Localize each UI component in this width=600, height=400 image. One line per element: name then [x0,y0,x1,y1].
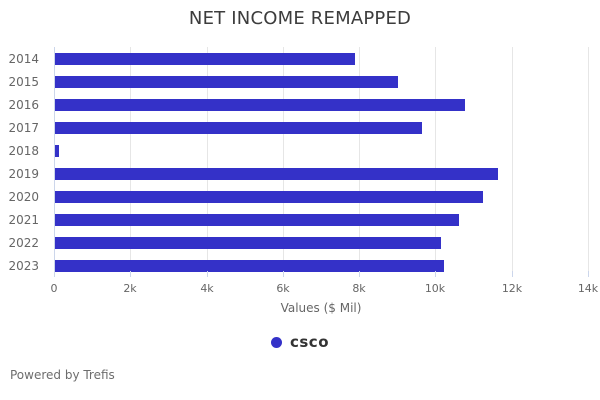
x-axis-label: 2k [123,282,137,295]
x-axis-label: 6k [276,282,290,295]
chart-title: NET INCOME REMAPPED [188,8,412,29]
powered-by-trefis-text: Powered by Trefis [10,368,115,382]
gridline [512,47,513,277]
y-axis-label: 2016 [8,98,39,112]
tick-mark [359,271,360,277]
y-axis-label: 2020 [8,190,39,204]
tick-mark [283,271,284,277]
y-axis-label: 2014 [8,52,39,66]
bar-2015[interactable] [55,76,398,88]
tick-mark [588,271,589,277]
plot-area [54,47,589,277]
gridline [359,47,360,277]
x-axis-label: 14k [577,282,599,295]
bar-2023[interactable] [55,260,444,272]
bar-2022[interactable] [55,237,441,249]
y-axis-line [54,47,55,277]
gridline [130,47,131,277]
y-axis-label: 2023 [8,259,39,273]
y-axis-label: 2022 [8,236,39,250]
legend-label: csco [289,333,330,351]
bar-2014[interactable] [55,53,355,65]
legend-item-csco[interactable]: csco [0,333,600,351]
tick-mark [435,271,436,277]
x-axis-label: 4k [200,282,214,295]
gridline [588,47,589,277]
tick-mark [512,271,513,277]
tick-mark [54,271,55,277]
bar-2020[interactable] [55,191,483,203]
bar-2017[interactable] [55,122,422,134]
gridline [283,47,284,277]
x-axis-label: 0 [50,282,58,295]
y-axis-label: 2021 [8,213,39,227]
bar-2016[interactable] [55,99,465,111]
y-axis-label: 2017 [8,121,39,135]
y-axis-label: 2018 [8,144,39,158]
gridline [207,47,208,277]
y-axis-label: 2015 [8,75,39,89]
bar-2021[interactable] [55,214,459,226]
x-axis-title: Values ($ Mil) [280,301,362,315]
tick-mark [130,271,131,277]
gridline [435,47,436,277]
bar-2018[interactable] [55,145,59,157]
x-axis-label: 12k [501,282,523,295]
x-axis-label: 10k [424,282,446,295]
x-axis-label: 8k [352,282,366,295]
tick-mark [207,271,208,277]
legend-marker-icon [270,336,282,348]
bar-2019[interactable] [55,168,498,180]
y-axis-label: 2019 [8,167,39,181]
